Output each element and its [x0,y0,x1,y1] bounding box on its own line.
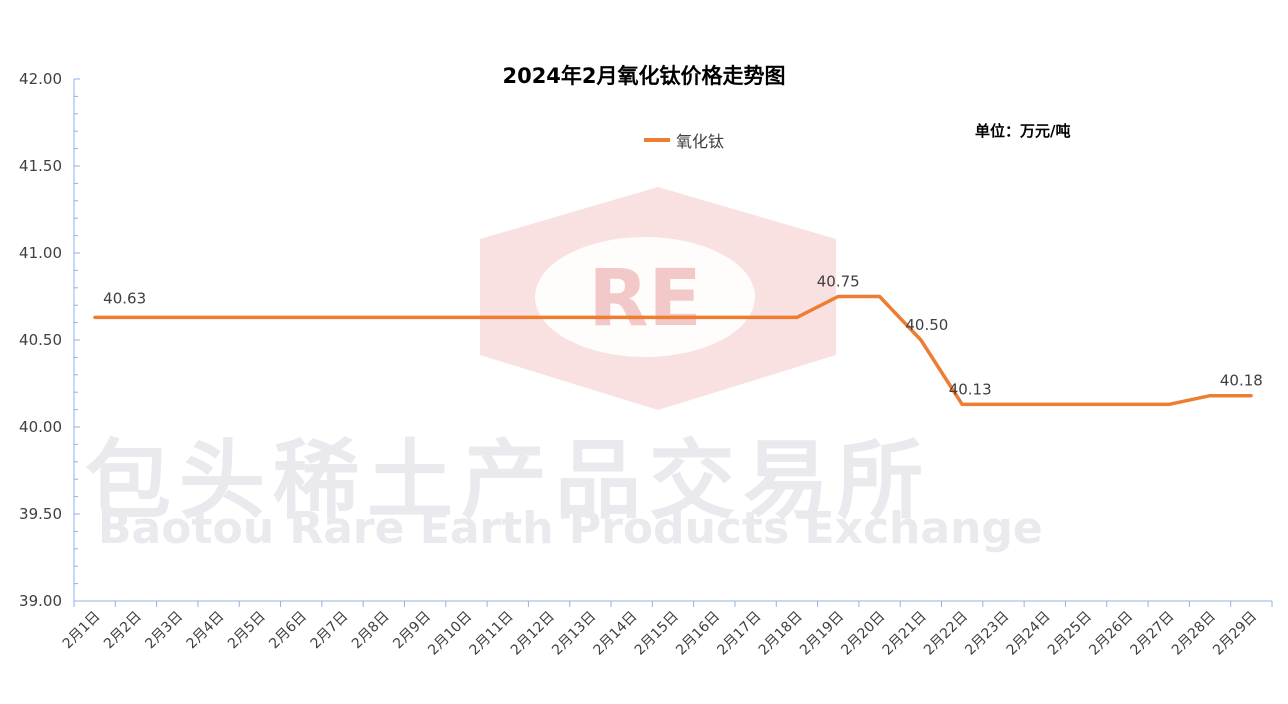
y-tick-label: 40.50 [19,331,62,349]
data-point [795,315,799,319]
data-point [547,315,551,319]
x-tick-label: 2月11日 [467,609,517,659]
data-point [878,295,882,298]
data-point [1249,394,1253,398]
x-tick-label: 2月27日 [1128,609,1178,659]
data-label: 40.50 [905,316,948,334]
data-point [341,315,345,319]
x-tick-label: 2月21日 [880,609,930,659]
legend-swatch [644,138,670,142]
x-tick-label: 2月4日 [184,609,228,653]
data-label: 40.13 [949,380,992,398]
data-point [836,295,840,298]
x-tick-label: 2月5日 [225,609,269,653]
x-tick-label: 2月29日 [1210,609,1260,659]
data-point [382,315,386,319]
watermark-logo-text: RE [588,254,701,344]
data-label: 40.63 [103,289,146,307]
data-point [1084,402,1088,406]
data-point [919,338,923,342]
x-tick-label: 2月6日 [266,609,310,653]
x-tick-label: 2月23日 [962,609,1012,659]
data-point [712,315,716,319]
data-point [1208,394,1212,398]
y-tick-label: 39.00 [19,592,62,610]
data-point [217,315,221,319]
data-point [506,315,510,319]
y-tick-label: 39.50 [19,505,62,523]
watermark-en: Baotou Rare Earth Products Exchange [98,503,1043,554]
data-point [134,315,138,319]
data-point [299,315,303,319]
x-tick-label: 2月2日 [101,609,145,653]
x-tick-label: 2月3日 [142,609,186,653]
x-tick-label: 2月17日 [714,609,764,659]
legend-label: 氧化钛 [676,132,725,151]
legend: 氧化钛 [644,128,724,152]
x-tick-label: 2月1日 [60,609,104,653]
x-tick-label: 2月8日 [349,609,393,653]
watermark-cn: 包头稀土产品交易所 [85,431,931,531]
data-point [754,315,758,319]
x-tick-label: 2月20日 [838,609,888,659]
x-tick-label: 2月28日 [1169,609,1219,659]
data-point [671,315,675,319]
x-tick-label: 2月16日 [673,609,723,659]
data-label: 40.75 [817,273,860,291]
data-point [1125,402,1129,406]
unit-note: 单位：万元/吨 [975,122,1071,140]
data-point [588,315,592,319]
data-point [1043,402,1047,406]
x-tick-label: 2月25日 [1045,609,1095,659]
series-line [94,294,1252,407]
data-point [1167,402,1171,406]
y-tick-label: 40.00 [19,418,62,436]
data-point [464,315,468,319]
data-point [1001,402,1005,406]
data-point [175,315,179,319]
y-tick-label: 41.00 [19,244,62,262]
x-tick-label: 2月26日 [1086,609,1136,659]
data-label: 40.18 [1220,372,1263,390]
x-tick-label: 2月24日 [1004,609,1054,659]
x-tick-label: 2月13日 [549,609,599,659]
x-tick-label: 2月18日 [756,609,806,659]
x-tick-label: 2月10日 [425,609,475,659]
data-point [630,315,634,319]
x-tick-label: 2月12日 [508,609,558,659]
x-tick-label: 2月14日 [591,609,641,659]
data-point [258,315,262,319]
data-point [423,315,427,319]
x-tick-label: 2月22日 [921,609,971,659]
x-tick-label: 2月19日 [797,609,847,659]
x-tick-label: 2月7日 [308,609,352,653]
y-tick-label: 42.00 [19,70,62,88]
chart-title: 2024年2月氧化钛价格走势图 [502,64,786,88]
y-tick-label: 41.50 [19,157,62,175]
data-point [960,402,964,406]
x-tick-label: 2月15日 [632,609,682,659]
data-point [93,315,97,319]
